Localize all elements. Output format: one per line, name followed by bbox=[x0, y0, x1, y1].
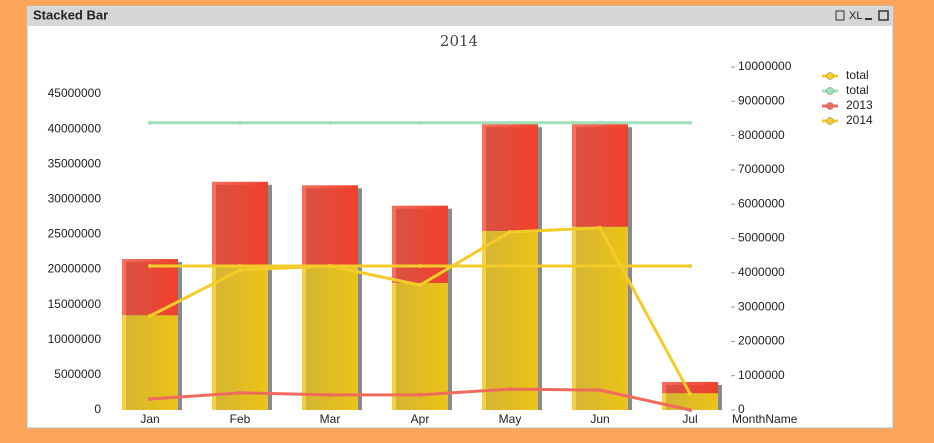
line-point bbox=[148, 120, 152, 125]
y2-tick-label: 3000000 bbox=[738, 299, 785, 313]
legend-label: total bbox=[846, 83, 869, 97]
y-tick-label: 20000000 bbox=[48, 262, 102, 276]
x-axis-title: MonthName bbox=[732, 412, 798, 426]
line-point bbox=[508, 387, 512, 392]
bar-segment bbox=[482, 124, 538, 231]
bar-segment bbox=[122, 315, 178, 410]
y-tick-label: 45000000 bbox=[48, 86, 102, 100]
print-icon[interactable] bbox=[835, 10, 845, 21]
x-tick-label: Apr bbox=[411, 412, 430, 426]
y2-tick-label: 4000000 bbox=[738, 265, 785, 279]
line-point bbox=[238, 120, 242, 125]
line-point bbox=[508, 120, 512, 125]
x-tick-label: Jan bbox=[140, 412, 159, 426]
line-point bbox=[418, 120, 422, 125]
legend-marker bbox=[826, 87, 834, 95]
bar-segment bbox=[392, 205, 448, 283]
line-point bbox=[328, 120, 332, 125]
line-point bbox=[418, 392, 422, 397]
line-point bbox=[328, 263, 332, 268]
maximize-button[interactable] bbox=[878, 10, 889, 21]
y-tick-label: 5000000 bbox=[54, 367, 101, 381]
y-tick-label: 10000000 bbox=[48, 332, 102, 346]
line-point bbox=[598, 225, 602, 230]
line-point bbox=[688, 120, 692, 125]
y2-tick-label: 0 bbox=[738, 402, 745, 416]
bar-segment bbox=[572, 124, 628, 227]
line-point bbox=[598, 264, 602, 269]
line-point bbox=[688, 264, 692, 269]
bar-segment bbox=[482, 230, 538, 410]
x-tick-label: Feb bbox=[230, 412, 251, 426]
legend-marker bbox=[826, 117, 834, 125]
line-point bbox=[688, 391, 692, 396]
y2-tick-label: 1000000 bbox=[738, 368, 785, 382]
window-title: Stacked Bar bbox=[33, 7, 108, 22]
y2-tick-label: 8000000 bbox=[738, 128, 785, 142]
legend-label: 2014 bbox=[846, 113, 873, 127]
line-point bbox=[418, 283, 422, 288]
y2-tick-label: 7000000 bbox=[738, 162, 785, 176]
line-point bbox=[328, 392, 332, 397]
x-tick-label: Mar bbox=[320, 412, 341, 426]
x-tick-label: Jun bbox=[590, 412, 609, 426]
legend-marker bbox=[826, 102, 834, 110]
y-tick-label: 30000000 bbox=[48, 192, 102, 206]
y-tick-label: 35000000 bbox=[48, 156, 102, 170]
bar-segment bbox=[212, 181, 268, 265]
bar-segment bbox=[212, 264, 268, 410]
x-tick-label: May bbox=[499, 412, 522, 426]
bar-segment bbox=[662, 381, 718, 394]
y-tick-label: 40000000 bbox=[48, 121, 102, 135]
line-point bbox=[238, 264, 242, 269]
y-tick-label: 15000000 bbox=[48, 297, 102, 311]
legend-marker bbox=[826, 72, 834, 80]
bar-segment bbox=[302, 264, 358, 410]
y-tick-label: 25000000 bbox=[48, 227, 102, 241]
y2-tick-label: 2000000 bbox=[738, 334, 785, 348]
xl-button[interactable]: XL bbox=[849, 10, 862, 22]
line-point bbox=[508, 264, 512, 269]
legend-label: 2013 bbox=[846, 98, 873, 112]
legend-label: total bbox=[846, 68, 869, 82]
line-point bbox=[598, 388, 602, 393]
line-point bbox=[148, 397, 152, 402]
y2-tick-label: 9000000 bbox=[738, 93, 785, 107]
line-point bbox=[148, 264, 152, 269]
line-point bbox=[418, 264, 422, 269]
line-point bbox=[688, 408, 692, 412]
minimize-button[interactable] bbox=[865, 18, 872, 20]
bar-segment bbox=[392, 282, 448, 410]
line-point bbox=[148, 314, 152, 319]
line-point bbox=[238, 390, 242, 395]
x-tick-label: Jul bbox=[682, 412, 697, 426]
y2-tick-label: 10000000 bbox=[738, 59, 792, 73]
bar-segment bbox=[302, 185, 358, 265]
line-point bbox=[508, 229, 512, 234]
title-bar bbox=[28, 7, 892, 26]
line-point bbox=[238, 268, 242, 273]
y2-tick-label: 5000000 bbox=[738, 231, 785, 245]
y2-tick-label: 6000000 bbox=[738, 196, 785, 210]
bar-segment bbox=[572, 226, 628, 410]
y-tick-label: 0 bbox=[94, 402, 101, 416]
chart-title: 2014 bbox=[440, 32, 478, 50]
line-point bbox=[598, 120, 602, 125]
